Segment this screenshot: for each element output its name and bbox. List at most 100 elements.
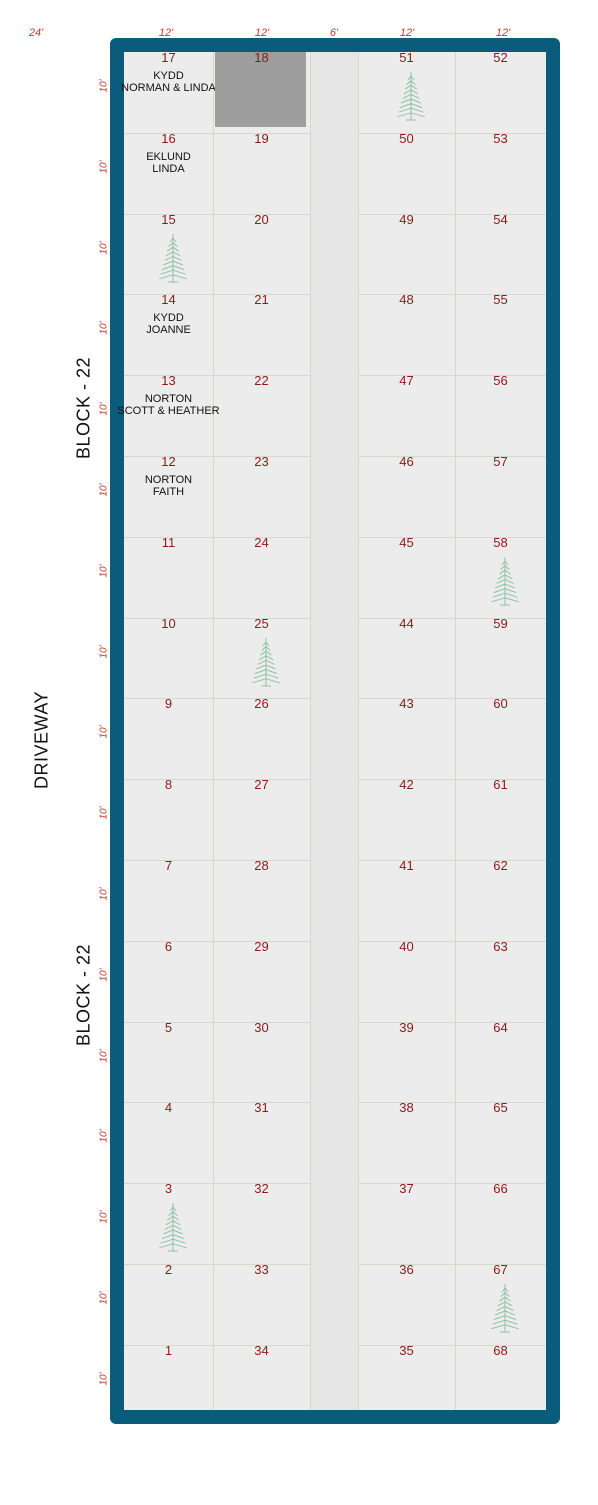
- row-divider: [124, 1183, 310, 1184]
- dim-row-height: 10': [98, 725, 110, 739]
- plot-number: 32: [254, 1181, 269, 1197]
- plot-61[interactable]: 61: [455, 777, 546, 860]
- plot-45[interactable]: 45: [358, 535, 455, 618]
- plot-3[interactable]: 3: [124, 1181, 213, 1264]
- plot-18[interactable]: 18: [213, 50, 310, 133]
- plot-13[interactable]: 13 NORTON SCOTT & HEATHER: [117, 373, 219, 456]
- plot-29[interactable]: 29: [213, 938, 310, 1022]
- plot-7[interactable]: 7: [124, 858, 213, 941]
- plot-number: 27: [254, 777, 269, 793]
- row-divider: [124, 860, 310, 861]
- plot-44[interactable]: 44: [358, 616, 455, 699]
- plot-35[interactable]: 35: [358, 1343, 455, 1426]
- block-label-top: BLOCK - 22: [73, 356, 94, 460]
- tree-icon: [158, 1201, 187, 1253]
- plot-42[interactable]: 42: [358, 777, 455, 860]
- plot-number: 58: [493, 534, 508, 550]
- plot-number: 24: [254, 534, 269, 550]
- plot-number: 29: [254, 938, 269, 954]
- plot-8[interactable]: 8: [124, 777, 213, 860]
- plot-59[interactable]: 59: [455, 616, 546, 699]
- plot-55[interactable]: 55: [455, 292, 546, 375]
- row-divider: [358, 456, 546, 457]
- tree-icon: [158, 232, 187, 284]
- plot-number: 57: [493, 454, 508, 469]
- plot-34[interactable]: 34: [213, 1343, 310, 1426]
- plot-10[interactable]: 10: [124, 616, 213, 699]
- plot-47[interactable]: 47: [358, 373, 455, 456]
- plot-54[interactable]: 54: [455, 212, 546, 295]
- plot-58[interactable]: 58: [455, 534, 546, 618]
- dim-row-height: 10': [98, 241, 110, 255]
- plot-1[interactable]: 1: [124, 1343, 213, 1426]
- plot-16[interactable]: 16 EKLUND LINDA: [124, 131, 213, 214]
- plot-31[interactable]: 31: [213, 1100, 310, 1183]
- plot-38[interactable]: 38: [358, 1100, 455, 1183]
- plot-57[interactable]: 57: [455, 454, 546, 537]
- plot-2[interactable]: 2: [124, 1262, 213, 1345]
- plot-4[interactable]: 4: [124, 1100, 213, 1183]
- dim-row-height: 10': [98, 160, 110, 174]
- plot-63[interactable]: 63: [455, 939, 546, 1022]
- plot-67[interactable]: 67: [455, 1262, 546, 1345]
- plot-65[interactable]: 65: [455, 1100, 546, 1183]
- plot-64[interactable]: 64: [455, 1020, 546, 1103]
- plot-60[interactable]: 60: [455, 696, 546, 779]
- plot-40[interactable]: 40: [358, 939, 455, 1022]
- plot-number: 15: [161, 211, 176, 227]
- plot-number: 2: [164, 1262, 173, 1277]
- plot-21[interactable]: 21: [213, 292, 310, 375]
- plot-22[interactable]: 22: [213, 373, 310, 456]
- row-divider: [358, 133, 546, 134]
- plot-68[interactable]: 68: [455, 1343, 546, 1426]
- plot-6[interactable]: 6: [124, 939, 213, 1022]
- plot-20[interactable]: 20: [213, 211, 310, 295]
- owner-name-line: NORMAN & LINDA: [121, 82, 216, 94]
- plot-52[interactable]: 52: [455, 50, 546, 133]
- plot-15[interactable]: 15: [124, 211, 213, 295]
- plot-number: 50: [399, 130, 414, 146]
- plot-37[interactable]: 37: [358, 1181, 455, 1264]
- plot-number: 9: [164, 696, 173, 712]
- plot-number: 7: [164, 858, 173, 873]
- row-divider: [358, 698, 546, 699]
- dim-row-height: 10': [98, 1291, 110, 1305]
- plot-26[interactable]: 26: [213, 696, 310, 779]
- plot-23[interactable]: 23: [213, 454, 310, 537]
- plot-49[interactable]: 49: [358, 212, 455, 295]
- plot-30[interactable]: 30: [213, 1020, 310, 1103]
- plot-number: 20: [254, 211, 269, 227]
- plot-46[interactable]: 46: [358, 454, 455, 537]
- tree-icon: [490, 1282, 519, 1334]
- plot-25[interactable]: 25: [213, 616, 310, 699]
- plot-33[interactable]: 33: [213, 1262, 310, 1345]
- plot-56[interactable]: 56: [455, 373, 546, 456]
- row-divider: [358, 779, 546, 780]
- dim-row-height: 10': [98, 645, 110, 659]
- plot-50[interactable]: 50: [358, 130, 455, 214]
- plot-51[interactable]: 51: [358, 50, 455, 133]
- plot-39[interactable]: 39: [358, 1020, 455, 1103]
- row-divider: [124, 375, 310, 376]
- plot-12[interactable]: 12 NORTON FAITH: [124, 454, 213, 537]
- plot-53[interactable]: 53: [455, 131, 546, 214]
- plot-5[interactable]: 5: [124, 1020, 213, 1103]
- plot-32[interactable]: 32: [213, 1181, 310, 1264]
- plot-43[interactable]: 43: [358, 696, 455, 779]
- plot-48[interactable]: 48: [358, 292, 455, 375]
- plot-17[interactable]: 17 KYDD NORMAN & LINDA: [121, 50, 216, 133]
- plot-62[interactable]: 62: [455, 858, 546, 941]
- plot-11[interactable]: 11: [124, 535, 213, 618]
- plot-36[interactable]: 36: [358, 1262, 455, 1345]
- row-divider: [358, 618, 546, 619]
- plot-41[interactable]: 41: [358, 858, 455, 941]
- plot-66[interactable]: 66: [455, 1181, 546, 1264]
- plot-28[interactable]: 28: [213, 858, 310, 941]
- plot-24[interactable]: 24: [213, 534, 310, 618]
- plot-19[interactable]: 19: [213, 131, 310, 214]
- plot-number: 26: [254, 696, 269, 712]
- plot-27[interactable]: 27: [213, 777, 310, 860]
- plot-9[interactable]: 9: [124, 696, 213, 779]
- owner-name-line: NORTON: [144, 393, 193, 406]
- plot-14[interactable]: 14 KYDD JOANNE: [124, 292, 213, 375]
